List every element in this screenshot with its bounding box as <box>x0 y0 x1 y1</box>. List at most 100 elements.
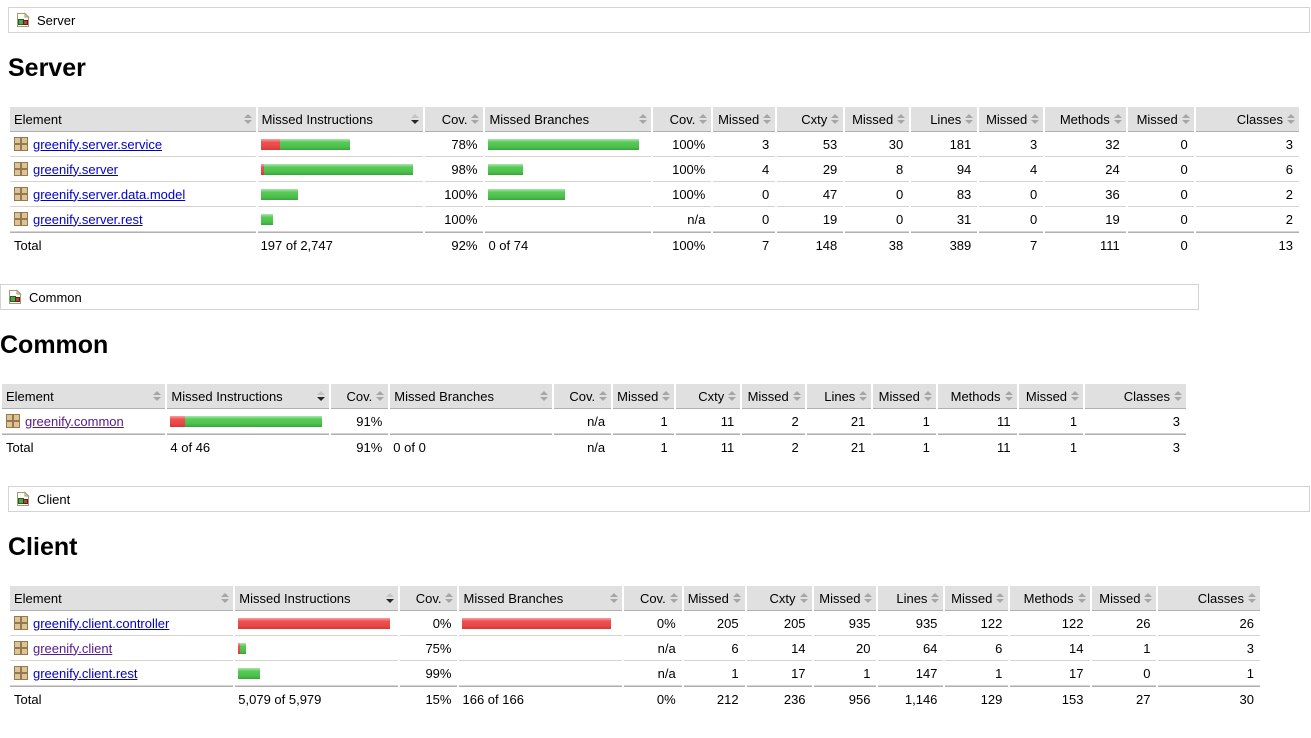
package-link[interactable]: greenify.server.service <box>33 136 163 152</box>
column-header-missed-instructions[interactable]: Missed Instructions <box>235 586 398 611</box>
sort-icon <box>923 391 933 401</box>
column-header-element[interactable]: Element <box>2 384 166 409</box>
counter-value: 3 <box>1195 132 1299 157</box>
total-counter-value: 1 <box>873 434 936 459</box>
column-header-missed-branches[interactable]: Missed Branches <box>459 586 622 611</box>
package-link[interactable]: greenify.server <box>33 161 119 177</box>
counter-value: 205 <box>683 611 745 636</box>
counter-value: 2 <box>742 409 805 434</box>
total-row: Total 5,079 of 5,979 15% 166 of 166 0% 212 236… <box>10 686 1260 711</box>
covered-bar-segment <box>488 163 524 175</box>
total-branch-coverage: 0% <box>623 686 682 711</box>
column-header-missed[interactable]: Missed <box>813 586 877 611</box>
column-header-cov-[interactable]: Cov. <box>553 384 612 409</box>
column-header-methods[interactable]: Methods <box>937 384 1017 409</box>
coverage-percent: 0% <box>399 611 458 636</box>
column-header-methods[interactable]: Methods <box>1010 586 1090 611</box>
column-header-missed[interactable]: Missed <box>845 107 910 132</box>
column-header-missed[interactable]: Missed <box>873 384 936 409</box>
counter-value: 0 <box>713 182 776 207</box>
column-header-classes[interactable]: Classes <box>1195 107 1299 132</box>
column-header-missed[interactable]: Missed <box>683 586 745 611</box>
coverage-bar <box>238 617 397 629</box>
counter-value: 6 <box>945 636 1009 661</box>
coverage-bar-cell <box>485 207 651 232</box>
breadcrumb: Common <box>0 284 1199 310</box>
package-link[interactable]: greenify.client.controller <box>33 615 170 631</box>
column-header-element[interactable]: Element <box>10 586 234 611</box>
covered-bar-segment <box>185 415 323 427</box>
counter-value: 94 <box>911 157 978 182</box>
column-header-missed[interactable]: Missed <box>613 384 674 409</box>
report-icon <box>7 289 23 305</box>
column-header-missed-instructions[interactable]: Missed Instructions <box>167 384 329 409</box>
coverage-percent: 91% <box>330 409 389 434</box>
coverage-table: Element Missed Instructions Cov. Missed Bra… <box>0 384 1188 459</box>
element-cell: greenify.server <box>10 157 256 182</box>
package-link[interactable]: greenify.client <box>33 640 113 656</box>
column-header-missed-branches[interactable]: Missed Branches <box>390 384 552 409</box>
covered-bar-segment <box>263 163 413 175</box>
missed-bar-segment <box>238 642 241 654</box>
breadcrumb-label: Server <box>37 12 76 28</box>
package-link[interactable]: greenify.common <box>25 413 124 429</box>
column-header-cxty[interactable]: Cxty <box>675 384 741 409</box>
column-header-label: Cov. <box>441 111 468 127</box>
total-counter-value: 27 <box>1091 686 1157 711</box>
sort-icon <box>732 593 742 603</box>
column-header-cov-[interactable]: Cov. <box>399 586 458 611</box>
counter-value: 11 <box>937 409 1017 434</box>
sort-icon <box>669 593 679 603</box>
column-header-missed[interactable]: Missed <box>1091 586 1157 611</box>
column-header-lines[interactable]: Lines <box>806 384 872 409</box>
counter-value: 30 <box>845 132 910 157</box>
column-header-cov-[interactable]: Cov. <box>652 107 712 132</box>
counter-value: 3 <box>713 132 776 157</box>
coverage-percent: 78% <box>424 132 484 157</box>
column-header-classes[interactable]: Classes <box>1158 586 1260 611</box>
column-header-cov-[interactable]: Cov. <box>623 586 682 611</box>
column-header-cov-[interactable]: Cov. <box>424 107 484 132</box>
column-header-label: Cxty <box>769 590 796 606</box>
counter-value: 32 <box>1045 132 1126 157</box>
column-header-label: Lines <box>896 590 928 606</box>
missed-bar-segment <box>170 415 186 427</box>
counter-value: 1 <box>1158 661 1260 686</box>
package-link[interactable]: greenify.client.rest <box>33 665 138 681</box>
column-header-cov-[interactable]: Cov. <box>330 384 389 409</box>
sort-icon <box>376 391 385 401</box>
total-counter-value: 7 <box>979 232 1044 257</box>
sort-icon <box>599 391 608 401</box>
counter-value: 31 <box>911 207 978 232</box>
column-header-cxty[interactable]: Cxty <box>777 107 844 132</box>
sort-icon <box>699 114 708 124</box>
column-header-missed-branches[interactable]: Missed Branches <box>485 107 651 132</box>
column-header-missed[interactable]: Missed <box>1018 384 1084 409</box>
column-header-missed[interactable]: Missed <box>979 107 1044 132</box>
element-cell: greenify.server.service <box>10 132 256 157</box>
column-header-missed[interactable]: Missed <box>713 107 776 132</box>
column-header-label: Cov. <box>415 590 442 606</box>
total-counter-value: 38 <box>845 232 910 257</box>
column-header-missed[interactable]: Missed <box>1127 107 1194 132</box>
package-link[interactable]: greenify.server.data.model <box>33 186 186 202</box>
column-header-label: Missed Instructions <box>239 590 351 606</box>
column-header-label: Cov. <box>669 111 696 127</box>
counter-value: 181 <box>911 132 978 157</box>
column-header-lines[interactable]: Lines <box>911 107 978 132</box>
counter-value: 122 <box>1010 611 1090 636</box>
column-header-missed-instructions[interactable]: Missed Instructions <box>257 107 423 132</box>
column-header-label: Missed <box>878 388 920 404</box>
column-header-methods[interactable]: Methods <box>1045 107 1126 132</box>
column-header-missed[interactable]: Missed <box>742 384 805 409</box>
column-header-classes[interactable]: Classes <box>1085 384 1186 409</box>
column-header-missed[interactable]: Missed <box>945 586 1009 611</box>
column-header-lines[interactable]: Lines <box>878 586 944 611</box>
counter-value: 2 <box>1195 207 1299 232</box>
column-header-element[interactable]: Element <box>10 107 256 132</box>
package-link[interactable]: greenify.server.rest <box>33 211 143 227</box>
sort-icon <box>1144 593 1153 603</box>
column-header-cxty[interactable]: Cxty <box>746 586 812 611</box>
breadcrumb-label: Client <box>37 491 71 507</box>
counter-value: 1 <box>613 409 674 434</box>
